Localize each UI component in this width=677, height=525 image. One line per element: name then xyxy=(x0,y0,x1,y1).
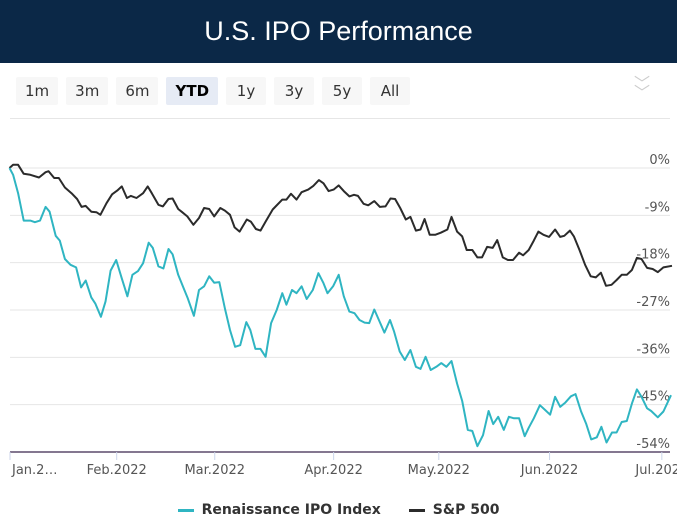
x-tick-label: Jul.2022 xyxy=(634,463,677,478)
x-tick-label: Jun.2022 xyxy=(520,463,579,478)
range-button-5y[interactable]: 5y xyxy=(322,77,363,105)
range-button-all[interactable]: All xyxy=(370,77,411,105)
chart-area: 0% -9% -18% -27% -36% -45% -54% Jan.2… Feb.2022 M… xyxy=(8,153,677,478)
y-tick-label: -9% xyxy=(645,200,670,215)
legend-label: S&P 500 xyxy=(432,502,500,518)
legend-item-sp500[interactable]: S&P 500 xyxy=(408,502,500,518)
chevron-double-down-icon[interactable]: ﹀ ﹀ xyxy=(634,76,651,102)
x-tick-label: May.2022 xyxy=(408,463,470,478)
y-tick-label: -27% xyxy=(636,295,670,310)
legend-swatch-sp500 xyxy=(408,508,425,512)
x-tick-label: Mar.2022 xyxy=(184,463,245,478)
page-header: U.S. IPO Performance xyxy=(0,0,677,63)
range-button-6m[interactable]: 6m xyxy=(116,77,159,105)
legend-swatch-ipo xyxy=(177,508,194,512)
range-button-1m[interactable]: 1m xyxy=(16,77,59,105)
x-tick-label: Feb.2022 xyxy=(87,463,147,478)
series-line-ipo-index xyxy=(8,167,672,448)
legend-item-ipo-index[interactable]: Renaissance IPO Index xyxy=(177,502,381,518)
range-button-3m[interactable]: 3m xyxy=(66,77,109,105)
x-tick-label: Apr.2022 xyxy=(304,463,363,478)
range-button-ytd[interactable]: YTD xyxy=(166,77,219,105)
y-tick-label: 0% xyxy=(649,153,670,168)
range-button-3y[interactable]: 3y xyxy=(274,77,315,105)
x-tick-label: Jan.2… xyxy=(11,463,57,478)
divider xyxy=(10,118,670,119)
range-selector: 1m 3m 6m YTD 1y 3y 5y All xyxy=(16,77,411,105)
legend: Renaissance IPO Index S&P 500 xyxy=(0,502,677,518)
range-button-1y[interactable]: 1y xyxy=(226,77,267,105)
series-line-sp500 xyxy=(8,163,673,287)
y-tick-label: -54% xyxy=(636,437,670,452)
page-title: U.S. IPO Performance xyxy=(204,16,473,46)
y-tick-label: -18% xyxy=(636,248,670,263)
y-tick-label: -36% xyxy=(636,342,670,357)
y-tick-label: -45% xyxy=(636,390,670,405)
legend-label: Renaissance IPO Index xyxy=(201,502,381,518)
